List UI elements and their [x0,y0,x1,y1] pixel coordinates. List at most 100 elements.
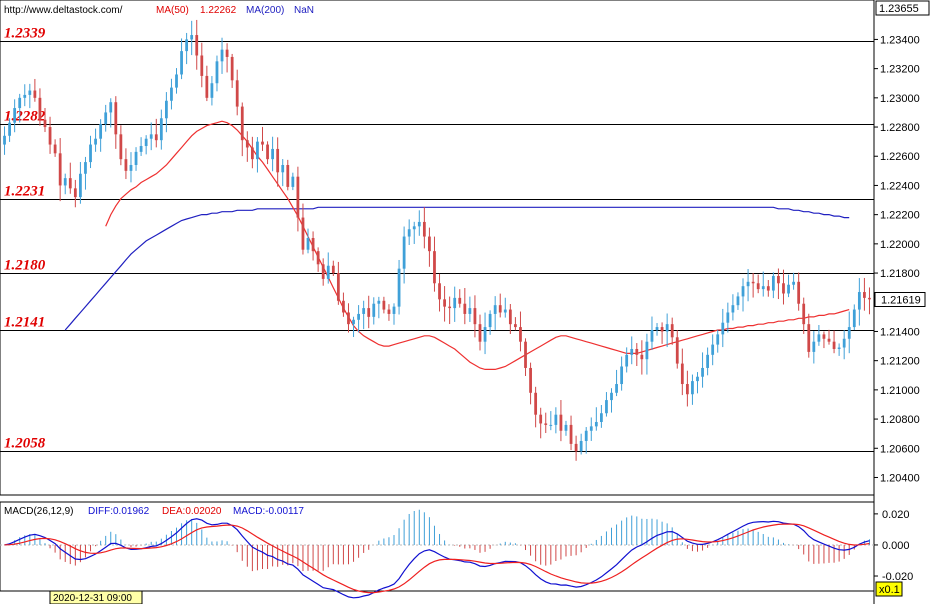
candle-body [539,414,543,424]
header-url[interactable]: http://www.deltastock.com/ [4,5,123,16]
candle-body [620,366,624,385]
candle-body [670,324,674,338]
candle-body [48,127,52,145]
candle-body [13,108,17,123]
price-tick-label: 1.22600 [880,151,920,163]
candle-body [281,165,285,173]
macd-tick-label: 0.020 [882,509,910,521]
candle-body [589,426,593,431]
price-tick-label: 1.20800 [880,414,920,426]
candle-body [544,423,548,425]
candle-body [89,144,92,163]
candle-body [529,367,532,393]
level-label: 1.2231 [4,184,45,200]
candle-body [412,226,416,230]
candle-body [645,341,649,360]
time-cursor-label: 2020-12-31 09:00 [53,593,132,604]
price-tick-label: 1.20400 [880,472,920,484]
current-price-label: 1.21619 [881,295,921,307]
candle-body [271,148,275,160]
candle-body [230,56,234,81]
scale-label[interactable]: x0.1 [879,584,900,596]
candle-body [625,354,629,367]
macd-dea-line [4,523,870,594]
candle-body [422,221,426,237]
candle-body [863,292,866,298]
candle-body [79,173,82,198]
candle-body [175,74,178,88]
candle-body [746,281,750,287]
candle-body [787,284,790,294]
candle-body [417,221,421,227]
candle-body [797,281,801,304]
candle-body [296,176,300,218]
price-tick-label: 1.20600 [880,443,920,455]
candle-body [655,327,659,330]
candle-body [190,35,194,40]
candle-body [336,273,340,301]
candle-body [129,165,133,171]
candle-body [691,381,694,395]
candle-body [84,162,87,174]
candle-body [736,296,740,306]
candle-body [493,305,497,314]
candle-body [675,337,679,364]
macd-diff-label: DIFF:0.01962 [88,506,150,517]
candle-body [711,344,715,355]
macd-diff-line [4,518,870,599]
candle-body [498,305,502,313]
price-tick-label: 1.23400 [880,34,920,46]
scale-box[interactable] [875,581,903,597]
candle-body [18,97,22,109]
candle-body [372,303,376,317]
candle-body [696,376,699,382]
candle-body [574,443,578,452]
candle-body [347,312,350,325]
candle-body [38,97,42,120]
candle-body [124,159,128,171]
candle-body [766,286,770,291]
candle-body [751,281,755,284]
candle-body [741,286,745,297]
candle-body [104,112,108,125]
level-label: 1.2339 [4,26,46,42]
candle-body [534,392,538,415]
candle-body [433,251,436,284]
candle-body [134,151,138,165]
price-tick-label: 1.21400 [880,326,920,338]
price-tick-label: 1.21200 [880,356,920,368]
candle-body [524,341,527,368]
candle-body [235,80,239,107]
candle-body [650,330,654,342]
candle-body [387,309,391,314]
candle-body [99,124,103,139]
candle-body [665,324,669,332]
candle-body [453,297,457,309]
candle-body [43,119,47,128]
candle-body [832,341,836,349]
candle-body [139,146,143,152]
level-label: 1.2058 [4,436,46,452]
candle-body [605,400,608,414]
candle-body [276,148,280,173]
candle-body [847,327,851,339]
top-price-label: 1.23655 [879,3,919,15]
candle-body [215,61,219,84]
candle-body [478,324,482,342]
candle-body [706,354,710,368]
candle-body [448,306,452,309]
price-tick-label: 1.21000 [880,385,920,397]
candle-body [635,348,639,355]
candle-body [559,414,563,431]
ma200-line [64,206,850,331]
macd-title: MACD(26,12,9) [4,506,73,517]
candle-body [761,286,765,290]
candle-body [554,414,558,425]
candle-body [362,308,366,314]
candle-body [180,51,183,75]
ma200-value: NaN [294,5,314,16]
candle-body [240,106,244,141]
candle-body [195,35,199,56]
candle-body [680,363,684,385]
